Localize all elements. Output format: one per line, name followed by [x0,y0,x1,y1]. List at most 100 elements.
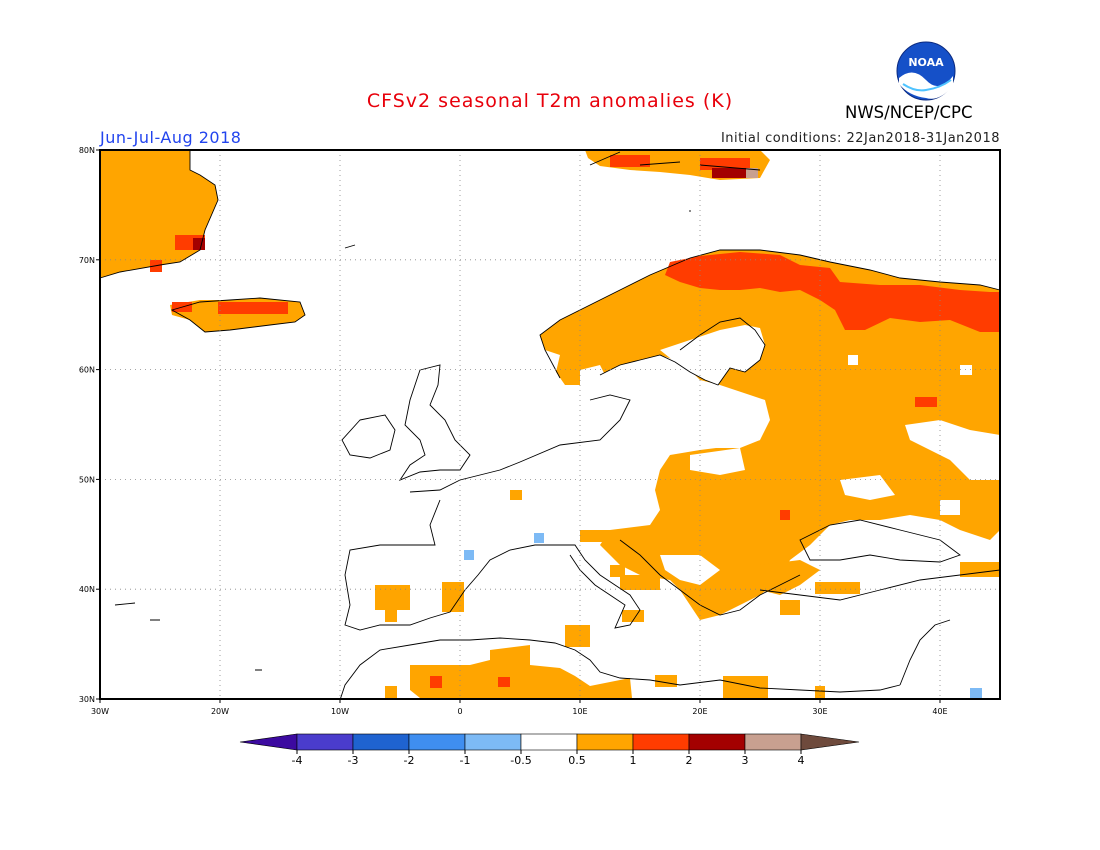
lat-tick-label: 50N [79,475,95,484]
neutral-area [730,345,760,365]
colorbar-swatch [352,733,410,751]
anomaly-cell [780,600,800,615]
coastline-iceland [170,297,306,333]
anomaly-cell [193,238,205,250]
colorbar-label: -0.5 [510,754,531,767]
anomaly-cell [565,625,590,647]
colorbar-swatch [576,733,634,751]
colorbar-swatch [296,733,354,751]
lon-tick-label: 20E [692,707,707,716]
anomaly-cell-cold [464,550,474,560]
neutral-area [940,500,960,515]
lon-tick-label: 30E [812,707,827,716]
colorbar-label: -2 [404,754,415,767]
lat-tick-label: 60N [79,366,95,375]
anomaly-cell [510,490,522,500]
colorbar-label: 4 [798,754,805,767]
map-frame [99,149,1001,700]
anomaly-cell [580,530,610,542]
anomaly-cell [442,582,464,612]
lat-tick-label: 70N [79,256,95,265]
anomaly-cell [815,582,860,594]
coastline-black-sea [799,519,961,563]
lat-tick-label: 80N [79,146,95,155]
coastline-small-islands [114,244,356,671]
lon-tick-label: 20W [211,707,229,716]
anomaly-cell [746,168,758,178]
anomaly-region-arctic-coast [665,252,1000,332]
anomaly-cell [430,676,442,688]
colorbar-label: -4 [292,754,303,767]
colorbar-label: -3 [348,754,359,767]
neutral-area [905,420,1000,480]
anomaly-cell [620,575,660,590]
colorbar-label: 2 [686,754,693,767]
neutral-area [660,555,720,585]
lon-tick-label: 0 [457,707,462,716]
lon-tick-label: 10E [572,707,587,716]
coastline-levant [899,619,951,686]
agency-label: NWS/NCEP/CPC [845,103,973,122]
colorbar: -4 -3 -2 -1 -0.5 0.5 1 2 3 4 [239,733,860,767]
season-label: Jun-Jul-Aug 2018 [100,128,242,147]
coastline-iberia [344,499,560,631]
coastline-turkey [759,569,1001,601]
coastline-arctic-islands [589,151,761,212]
logo-text: NOAA [908,56,944,69]
coastline-greenland [99,150,219,279]
anomaly-cell [960,562,1000,577]
anomaly-region-north-africa [410,645,632,698]
anomaly-cell [815,686,825,698]
neutral-area [690,448,745,475]
colorbar-arrow-high [800,733,860,751]
coastline-britain [398,364,471,481]
anomaly-cell [723,676,768,698]
anomaly-region-eastern-europe [540,250,1000,620]
page-title: CFSv2 seasonal T2m anomalies (K) [366,90,734,112]
neutral-area [840,475,895,500]
coastline-ireland [341,414,396,459]
lon-tick-label: 10W [331,707,349,716]
colorbar-swatch [632,733,690,751]
anomaly-cell-cold [970,688,982,698]
map-grid [100,150,1000,699]
coastline-baltic [599,317,766,386]
coastlines [99,150,1001,701]
coastline-italy [560,544,641,629]
colorbar-swatch [688,733,746,751]
colorbar-label: 3 [742,754,749,767]
colorbar-arrow-low [239,733,298,751]
noaa-logo-icon: NOAA [896,41,956,101]
anomaly-cell [385,610,397,622]
anomaly-cell [712,168,747,178]
anomaly-cell [915,397,937,407]
colorbar-swatch [744,733,802,751]
neutral-area [580,365,610,395]
coastline-balkans [619,539,801,616]
anomaly-cell [848,355,858,365]
anomaly-region-turkey [760,560,820,595]
anomaly-region-greenland [100,150,218,278]
colorbar-label: 0.5 [568,754,586,767]
neutral-area [632,410,760,450]
anomaly-cell [780,510,790,520]
lat-tick-label: 40N [79,585,95,594]
lon-tick-label: 30W [91,707,109,716]
neutral-cutouts [580,325,1000,585]
colorbar-swatch [408,733,466,751]
anomaly-cell [385,686,397,698]
lat-tick-label: 30N [79,695,95,704]
lon-tick-label: 40E [932,707,947,716]
colorbar-swatch [464,733,522,751]
anomaly-cell [218,302,288,314]
anomaly-cell [375,585,410,610]
map-axes: 30N 40N 50N 60N 70N 80N 30W 20W 10W 0 10E 20E 30E 40E [79,146,948,716]
anomaly-cell [498,677,510,687]
colorbar-swatch [520,733,578,751]
initial-conditions-label: Initial conditions: 22Jan2018-31Jan2018 [720,131,1000,146]
coastline-north-africa [339,637,901,701]
colorbar-label: -1 [460,754,471,767]
coastline-europe-west [409,394,631,493]
colorbar-label: 1 [630,754,637,767]
